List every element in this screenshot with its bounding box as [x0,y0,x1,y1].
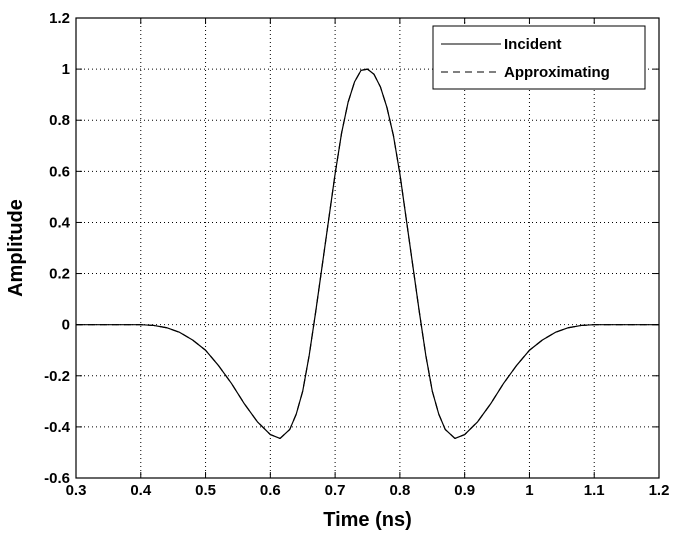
x-tick-label: 0.9 [454,482,475,499]
y-tick-label: 0.2 [49,266,70,283]
y-tick-label: 0 [62,317,70,334]
x-tick-label: 0.4 [130,482,152,499]
legend-label-incident: Incident [504,36,562,53]
y-tick-label: 0.6 [49,163,70,180]
x-tick-label: 0.3 [66,482,87,499]
plot-series [76,68,659,439]
y-tick-label: -0.2 [44,368,70,385]
plot-area-frame [75,17,660,479]
y-tick-label: -0.4 [44,419,71,436]
y-tick-label: 1 [62,61,70,78]
y-tick-label: -0.6 [44,470,70,487]
y-tick-label: 0.4 [49,214,71,231]
legend: Incident Approximating [432,25,646,90]
x-tick-label: 0.8 [389,482,410,499]
x-tick-label: 0.6 [260,482,281,499]
x-axis-tick-labels: 0.3 0.4 0.5 0.6 0.7 0.8 0.9 1 1.1 1.2 [66,482,670,499]
y-axis-tick-labels: -0.6 -0.4 -0.2 0 0.2 0.4 0.6 0.8 1 1.2 [44,10,71,487]
legend-label-approximating: Approximating [504,64,610,81]
x-tick-label: 1.2 [649,482,670,499]
x-tick-label: 0.7 [325,482,346,499]
y-tick-label: 1.2 [49,10,70,27]
x-tick-label: 0.5 [195,482,216,499]
axis-ticks [75,17,660,479]
grid [76,18,659,478]
y-axis-title: Amplitude [5,199,27,297]
series-line-approximating [76,68,659,439]
x-tick-label: 1 [525,482,533,499]
x-axis-title: Time (ns) [323,509,412,531]
x-tick-label: 1.1 [584,482,605,499]
legend-box [432,25,646,90]
y-tick-label: 0.8 [49,112,70,129]
